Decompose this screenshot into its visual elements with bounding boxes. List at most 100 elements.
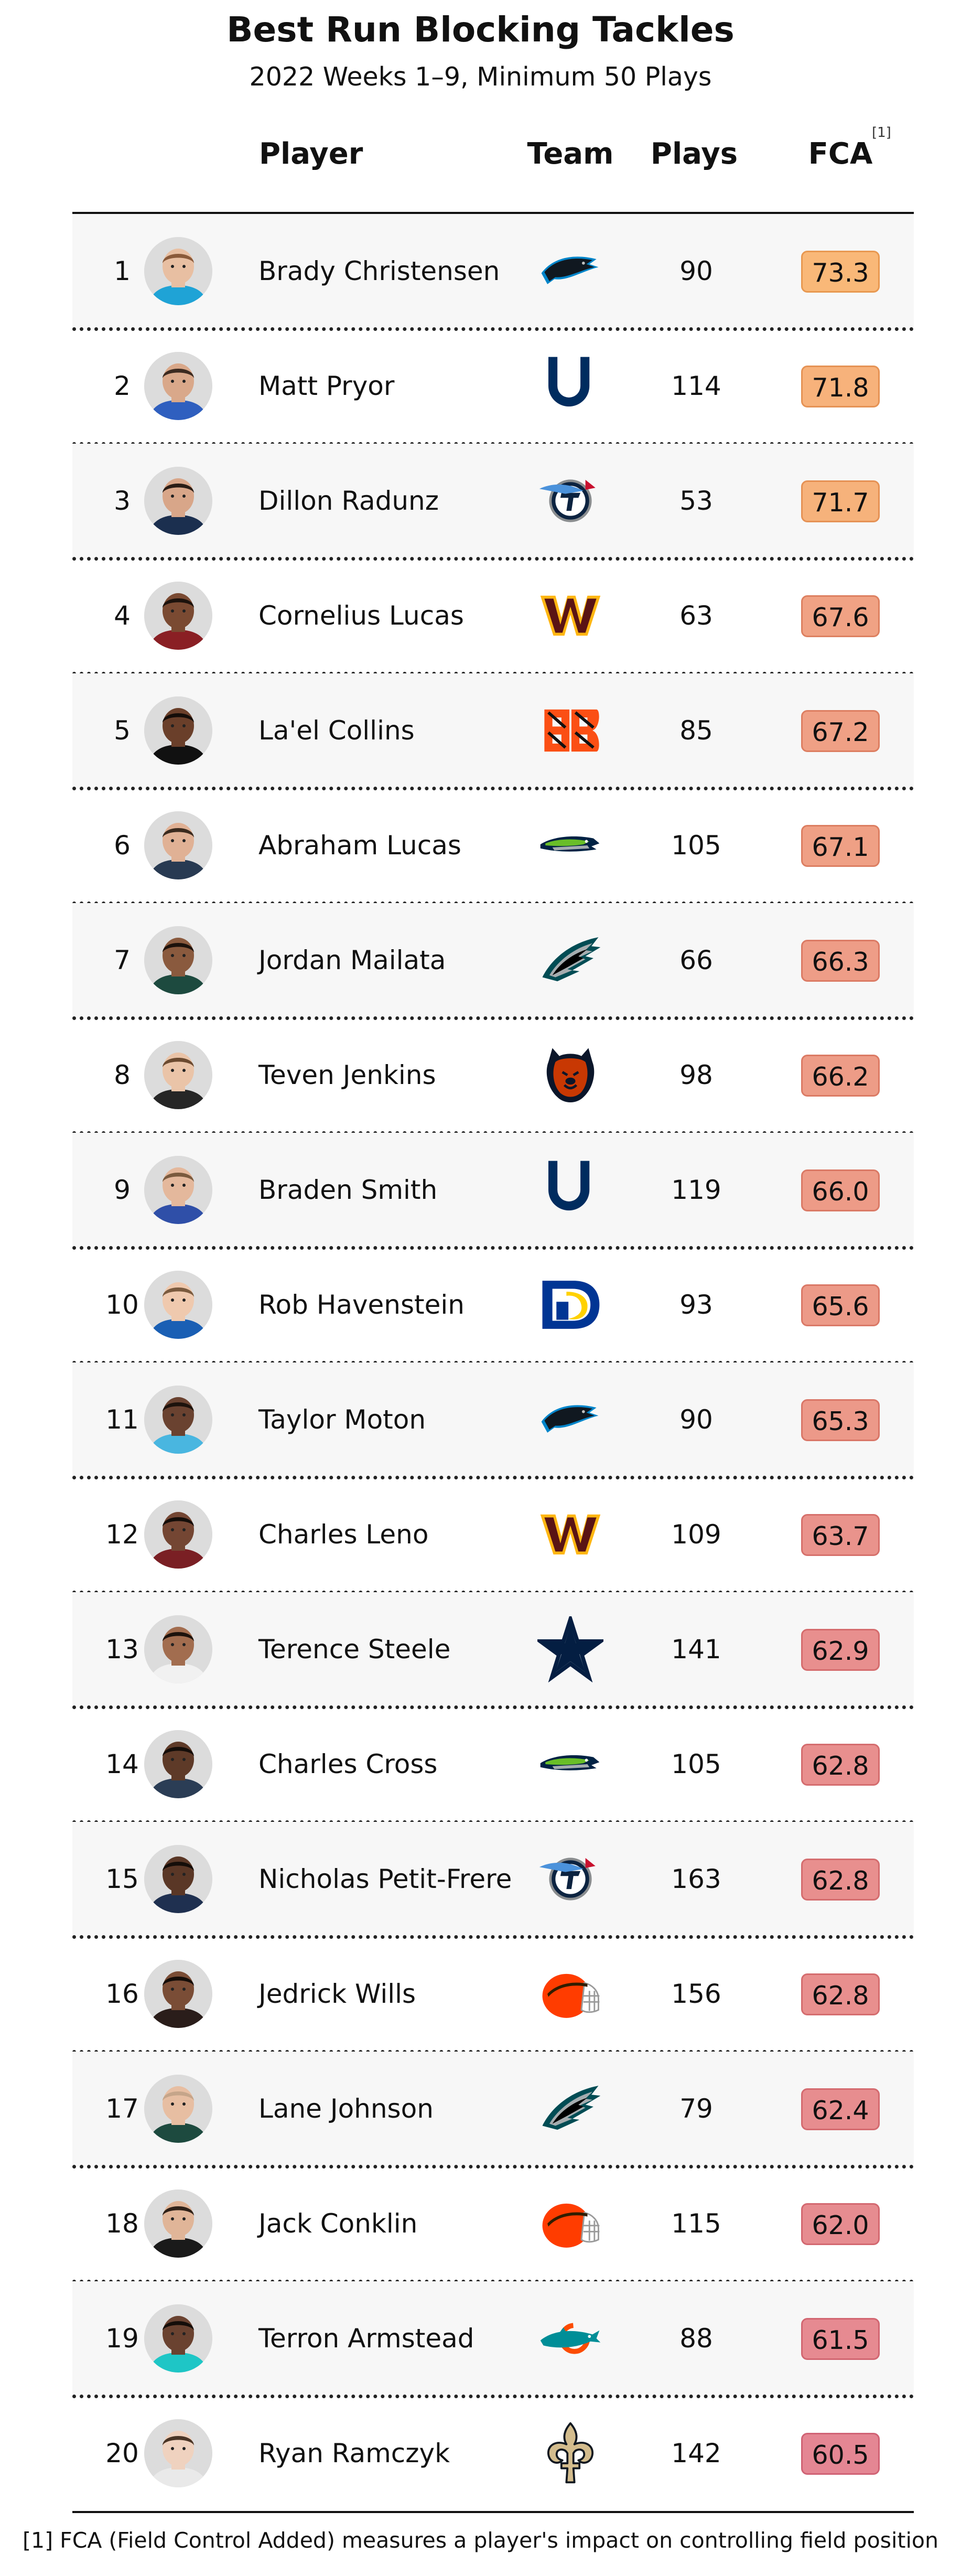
player-name-cell: Dillon Radunz [258, 486, 439, 516]
cowboys-logo [537, 1616, 603, 1682]
player-name-cell: Jordan Mailata [258, 945, 446, 975]
row-separator [72, 557, 914, 561]
bears-logo [546, 1048, 595, 1103]
plays-cell: 79 [679, 2094, 713, 2124]
player-name-cell: Terron Armstead [258, 2323, 474, 2354]
fca-badge: 67.1 [801, 825, 880, 867]
bengals-logo [544, 709, 599, 752]
plays-cell: 63 [679, 600, 713, 631]
rank-cell: 12 [105, 1519, 139, 1550]
fca-badge: 71.7 [801, 480, 880, 522]
player-name-cell: Teven Jenkins [258, 1060, 436, 1090]
titans-logo [539, 479, 596, 522]
seahawks-logo [540, 1755, 600, 1770]
table-row: 13 Terence Steele 141 62.9 [72, 1592, 914, 1707]
table-row: 5 La'el Collins 85 67.2 [72, 673, 914, 788]
player-headshot [144, 1156, 212, 1224]
plays-cell: 156 [671, 1979, 721, 2009]
player-name-cell: Terence Steele [258, 1634, 451, 1665]
table-row: 19 Terron Armstead 88 61.5 [72, 2281, 914, 2396]
seahawks-logo [540, 836, 600, 852]
fca-badge: 66.0 [801, 1169, 880, 1211]
player-headshot [144, 2189, 212, 2258]
fca-badge: 67.6 [801, 595, 880, 637]
row-separator [72, 2165, 914, 2169]
footnote-marker: [1] [872, 125, 891, 141]
fca-badge: 62.4 [801, 2088, 880, 2130]
footnote: [1] FCA (Field Control Added) measures a… [23, 2528, 938, 2553]
plays-cell: 105 [671, 1749, 721, 1779]
player-headshot [144, 2304, 212, 2373]
player-name-cell: La'el Collins [258, 715, 415, 746]
table-bottom-rule [72, 2511, 914, 2513]
fca-badge: 65.3 [801, 1399, 880, 1441]
player-name-cell: Ryan Ramczyk [258, 2438, 450, 2468]
colts-logo [548, 1161, 590, 1211]
table-row: 8 Teven Jenkins 98 66.2 [72, 1018, 914, 1133]
plays-cell: 90 [679, 1404, 713, 1435]
player-headshot [144, 1041, 212, 1109]
dolphins-logo [540, 2323, 601, 2354]
fca-badge: 62.8 [801, 1973, 880, 2015]
plays-cell: 114 [671, 371, 721, 401]
column-header-plays: Plays [650, 137, 738, 171]
player-headshot [144, 2075, 212, 2143]
rank-cell: 7 [114, 945, 131, 975]
row-separator [72, 1935, 914, 1939]
player-headshot [144, 1271, 212, 1339]
rank-cell: 10 [105, 1290, 139, 1320]
player-name-cell: Cornelius Lucas [258, 600, 464, 631]
table-row: 10 Rob Havenstein 93 65.6 [72, 1248, 914, 1362]
plays-cell: 163 [671, 1864, 721, 1894]
rank-cell: 11 [105, 1404, 139, 1435]
eagles-logo [542, 937, 601, 982]
rank-cell: 15 [105, 1864, 139, 1894]
fca-badge: 73.3 [801, 251, 880, 293]
rank-cell: 17 [105, 2094, 139, 2124]
fca-badge: 66.2 [801, 1055, 880, 1097]
table-row: 6 Abraham Lucas 105 67.1 [72, 788, 914, 903]
row-separator [72, 1246, 914, 1250]
plays-cell: 119 [671, 1175, 721, 1205]
row-separator [72, 327, 914, 331]
rank-cell: 3 [114, 486, 131, 516]
plays-cell: 141 [671, 1634, 721, 1665]
rams-logo [542, 1281, 600, 1329]
rank-cell: 14 [105, 1749, 139, 1779]
player-headshot [144, 1386, 212, 1454]
plays-cell: 98 [679, 1060, 713, 1090]
fca-badge: 66.3 [801, 940, 880, 982]
table-row: 12 Charles Leno 109 63.7 [72, 1477, 914, 1592]
player-name-cell: Charles Cross [258, 1749, 438, 1779]
panthers-logo [541, 256, 599, 284]
table-row: 18 Jack Conklin 115 62.0 [72, 2166, 914, 2281]
table-row: 1 Brady Christensen 90 73.3 [72, 214, 914, 329]
fca-badge: 65.6 [801, 1284, 880, 1326]
table-row: 2 Matt Pryor 114 71.8 [72, 329, 914, 444]
fca-badge: 62.0 [801, 2203, 880, 2245]
rank-cell: 4 [114, 600, 131, 631]
player-headshot [144, 926, 212, 994]
chart-title: Best Run Blocking Tackles [226, 9, 735, 50]
player-headshot [144, 1845, 212, 1913]
rank-cell: 5 [114, 715, 131, 746]
plays-cell: 105 [671, 830, 721, 861]
player-name-cell: Rob Havenstein [258, 1290, 465, 1320]
panthers-logo [541, 1405, 599, 1433]
plays-cell: 142 [671, 2438, 721, 2468]
player-name-cell: Taylor Moton [258, 1404, 426, 1435]
rank-cell: 6 [114, 830, 131, 861]
row-separator [72, 1476, 914, 1479]
player-headshot [144, 811, 212, 879]
browns-logo [542, 2203, 600, 2248]
eagles-logo [542, 2086, 601, 2130]
player-name-cell: Matt Pryor [258, 371, 395, 401]
player-name-cell: Jack Conklin [258, 2208, 418, 2239]
rank-cell: 20 [105, 2438, 139, 2468]
player-name-cell: Abraham Lucas [258, 830, 461, 861]
commanders-logo [540, 595, 601, 636]
rank-cell: 1 [114, 256, 131, 286]
player-name-cell: Jedrick Wills [258, 1979, 416, 2009]
rank-cell: 18 [105, 2208, 139, 2239]
commanders-logo [540, 1514, 601, 1555]
